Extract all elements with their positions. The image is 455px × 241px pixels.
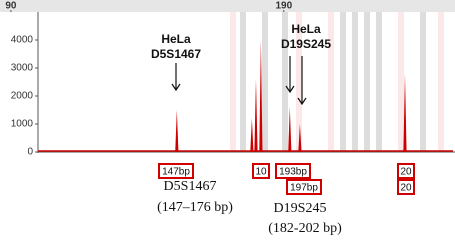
bin-band [230,12,236,152]
peak-label: 20 [400,183,412,194]
label-box [397,179,415,195]
peak-label: 20 [400,167,412,178]
peak-label: 197bp [290,183,318,194]
bin-band [340,12,346,152]
label-box [397,163,415,179]
peak [298,124,302,152]
arrows [171,56,307,106]
peak [259,40,263,152]
annotation: D19S245 [281,37,331,51]
y-tick-label: 3000 [11,63,34,74]
label-box [252,163,270,179]
ruler [0,0,455,12]
bin-band [376,12,382,152]
x-tick-label: 190 [275,1,292,12]
label-box [158,163,194,179]
annotation: D5S1467 [151,47,201,61]
bin-band [398,12,404,152]
bin-band [364,12,370,152]
caption: (182-202 bp) [268,221,342,236]
caption: (147–176 bp) [157,200,233,215]
y-tick-label: 4000 [11,35,34,46]
annotation: HeLa [161,32,191,46]
peak [403,73,407,152]
peak [254,79,258,152]
bin-band [296,12,302,152]
x-tick-label: 90 [5,1,17,12]
bin-band [262,12,268,152]
label-box [275,163,311,179]
bin-band [420,12,426,152]
peak [250,118,254,152]
bin-band [328,12,334,152]
annotation: HeLa [291,22,321,36]
peak [175,110,179,152]
y-tick-label: 2000 [11,91,34,102]
bin-band [352,12,358,152]
y-tick-label: 0 [27,147,33,158]
y-tick-label: 1000 [11,119,34,130]
peak [288,107,292,152]
bin-band [282,12,288,152]
bin-band [240,12,246,152]
peak-label: 193bp [279,167,307,178]
label-box [286,179,322,195]
caption: D19S245 [274,201,327,216]
bin-band [438,12,444,152]
peak-label: 10 [255,167,267,178]
peak-label: 147bp [162,167,190,178]
caption: D5S1467 [164,179,217,194]
